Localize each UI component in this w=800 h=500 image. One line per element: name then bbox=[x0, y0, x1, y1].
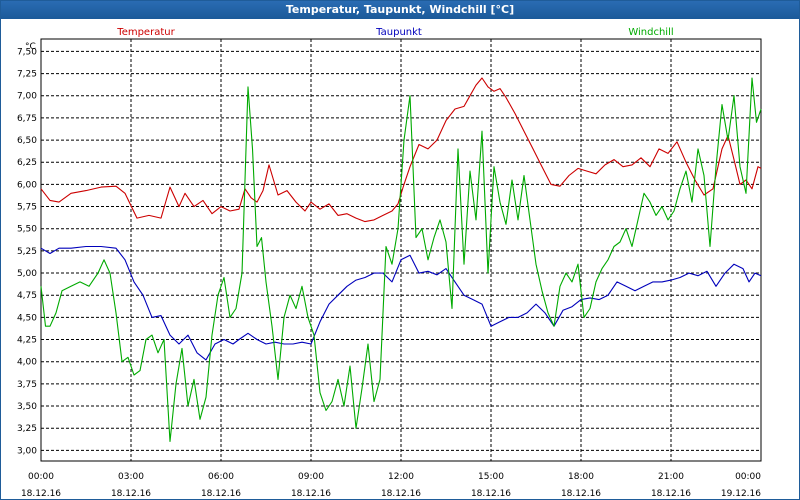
y-tick-label: 3,75 bbox=[17, 380, 37, 390]
y-tick-label: 3,00 bbox=[17, 446, 37, 456]
series-lines bbox=[40, 77, 762, 443]
x-tick-time: 03:00 bbox=[118, 472, 144, 482]
y-tick-label: 3,50 bbox=[17, 402, 37, 412]
y-tick-label: 7,00 bbox=[17, 92, 37, 102]
series-line-taupunkt bbox=[40, 245, 762, 361]
x-tick-date: 18.12.16 bbox=[381, 489, 421, 499]
y-tick-label: 4,50 bbox=[17, 313, 37, 323]
x-tick-date: 18.12.16 bbox=[561, 489, 601, 499]
y-tick-label: 6,25 bbox=[17, 158, 37, 168]
y-tick-label: 4,25 bbox=[17, 336, 37, 346]
grid-lines bbox=[41, 39, 761, 461]
legend-windchill: Windchill bbox=[628, 27, 673, 38]
x-tick-time: 06:00 bbox=[208, 472, 234, 482]
legend-temperatur: Temperatur bbox=[116, 27, 175, 38]
y-tick-label: 6,00 bbox=[17, 180, 37, 190]
series-line-temperatur bbox=[40, 77, 762, 223]
series-line-windchill bbox=[40, 77, 762, 443]
x-tick-date: 18.12.16 bbox=[291, 489, 331, 499]
x-axis-ticks: 00:00 18.12.16 03:00 18.12.16 06:00 18.12.16 0… bbox=[21, 472, 761, 499]
y-tick-label: 7,50 bbox=[17, 47, 37, 57]
y-tick-label: 5,50 bbox=[17, 225, 37, 235]
y-tick-label: 5,75 bbox=[17, 203, 37, 213]
x-tick-date: 19.12.16 bbox=[721, 489, 761, 499]
x-tick-time: 00:00 bbox=[28, 472, 54, 482]
x-tick-time: 00:00 bbox=[735, 472, 761, 482]
y-axis-ticks: 3,00 3,25 3,50 3,75 4,00 4,25 4,50 4,75 5,00 5,25… bbox=[17, 47, 37, 456]
y-tick-label: 6,50 bbox=[17, 136, 37, 146]
x-tick-time: 12:00 bbox=[388, 472, 414, 482]
x-tick-date: 18.12.16 bbox=[21, 489, 61, 499]
y-axis-unit-label: °C bbox=[25, 42, 36, 52]
x-tick-date: 18.12.16 bbox=[471, 489, 511, 499]
x-tick-date: 18.12.16 bbox=[651, 489, 691, 499]
y-tick-label: 7,25 bbox=[17, 70, 37, 80]
y-tick-label: 4,00 bbox=[17, 358, 37, 368]
x-tick-time: 09:00 bbox=[298, 472, 324, 482]
x-tick-time: 15:00 bbox=[478, 472, 504, 482]
y-tick-label: 6,75 bbox=[17, 114, 37, 124]
window-title: Temperatur, Taupunkt, Windchill [°C] bbox=[1, 1, 799, 19]
x-tick-time: 18:00 bbox=[568, 472, 594, 482]
y-tick-label: 5,00 bbox=[17, 269, 37, 279]
x-tick-time: 21:00 bbox=[658, 472, 684, 482]
x-tick-date: 18.12.16 bbox=[111, 489, 151, 499]
y-tick-label: 5,25 bbox=[17, 247, 37, 257]
x-tick-date: 18.12.16 bbox=[201, 489, 241, 499]
y-tick-label: 3,25 bbox=[17, 424, 37, 434]
line-chart: 3,00 3,25 3,50 3,75 4,00 4,25 4,50 4,75 5,00 5,25… bbox=[17, 27, 762, 499]
legend-taupunkt: Taupunkt bbox=[375, 27, 422, 38]
y-tick-label: 4,75 bbox=[17, 291, 37, 301]
